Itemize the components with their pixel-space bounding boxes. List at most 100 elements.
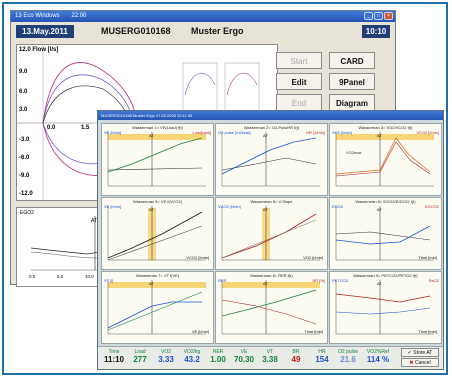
panel-left-label: VE [l/min] [104,204,122,209]
wasserman-panel-9: Wasserman 9= PETCO2/PETO2 f(t) PETCO2 PaO2… [329,271,442,344]
mini-loop-box-2 [224,62,260,114]
series-1 [107,301,202,329]
series-1 [335,293,431,303]
close-icon[interactable]: × [384,12,393,20]
wasserman-panel-1: Wasserman 1= VE(Load) f(t) VE [l/min] Load… [101,123,214,196]
flow-ytick-m12: -12.0 [19,191,33,197]
panel-right-label: BR [%] [312,278,325,283]
value-label: RER [212,349,224,355]
panel-left-label: VCO2 [l/min] [218,204,241,209]
panel-at-label: AT [377,133,382,138]
series-1 [107,211,203,259]
value-label: O2 pulse [337,349,358,355]
wasserman-panel-2: Wasserman 2= O2-Puls/HR f(t) O2 pulse [ml… [215,123,328,196]
value-number: 11:10 [103,355,125,364]
series-2 [335,307,431,315]
value-label: BR [292,349,300,355]
panel-left-label: VE [l/min] [104,130,122,135]
series-2 [335,231,431,241]
value-cell-ve: VE 70.30 [230,349,258,364]
flow-ytick-m9: -9.0 [19,173,30,179]
panel-svg [221,206,320,261]
panel-x-label: Time [min] [304,329,323,334]
panel-title: Wasserman 5= V-Slope [250,199,293,204]
minimize-icon[interactable]: _ [364,12,373,20]
panel-svg [221,132,320,187]
flow-ytick-9: 9.0 [19,69,28,75]
mini-loop-box-1 [182,62,218,114]
panel-title: Wasserman 6= EGO2/EGCO2 f(t) [355,199,416,204]
value-number: 154 [315,355,329,364]
panel-at-label: AT [377,281,382,286]
at-band [336,134,434,140]
series-1 [221,213,317,259]
value-number: 114 % [366,355,390,364]
value-cell-rer: RER 1.00 [204,349,232,364]
ego2-xtick-2: 10.0 [85,274,94,279]
ego2-small-at-label: AT [91,218,98,224]
value-cell-br: BR 49 [282,349,310,364]
main-title: 13 Eco Windows [15,13,60,19]
start-button[interactable]: Start [276,52,322,69]
value-label: VE [240,349,248,355]
value-label: VO2%Ref [366,349,390,355]
flow-xtick-1: 1.5 [81,125,90,131]
value-cell-o2-pulse: O2 pulse 21.6 [334,349,362,364]
panel-title: Wasserman 8= RER f(t) [250,273,293,278]
value-cell-load: Load 277 [126,349,154,364]
panel-at-label: AT [149,281,154,286]
store-at-button[interactable]: ✔ Store AT [401,348,439,357]
panel-left-label: RER [218,278,227,283]
maximize-icon[interactable]: □ [374,12,383,20]
flow-ytick-m3: -3.0 [19,137,30,143]
value-cell-vt: VT 3.38 [256,349,284,364]
flow-label: 12.0 Flow [l/s] [19,47,59,53]
9panel-button[interactable]: 9Panel [329,73,375,90]
series-1 [107,137,203,173]
values-bar: Time 11:10 Load 277 VO2 3.33 VO2/kg 43.2 RER 1.00… [98,346,443,369]
mini-loop-1 [184,73,216,96]
patient-header: 13.May.2011 MUSERG010168 Muster Ergo 10:… [11,23,395,41]
ego2-small-label: EGO2 [20,210,34,216]
value-number: 21.6 [340,355,356,364]
main-title-bar: 13 Eco Windows 22:00 _ □ × [11,11,395,22]
panel-at-label: AT [263,207,268,212]
value-label: VO2/kg [183,349,201,355]
panel-title: Wasserman 1= VE(Load) f(t) [132,125,183,130]
panel-left-label: PETCO2 [332,278,349,283]
series-1 [335,137,431,175]
panel-left-label: O2 pulse [ml/beat] [218,130,251,135]
panel-svg [107,132,206,187]
value-cell-vo2-ref: VO2%Ref 114 % [364,349,392,364]
edit-button[interactable]: Edit [276,73,322,90]
diagram-button[interactable]: Diagram [329,94,375,111]
series-1 [221,137,317,175]
cancel-button[interactable]: ✖ Cancel [401,358,439,367]
panel-title: Wasserman 7= VT f(VE) [135,273,180,278]
wasserman-panel-3: Wasserman 3= VO2/VCO2 f(t) VO2 [l/min] VCO… [329,123,442,196]
value-label: Time [108,349,120,355]
panel-svg [335,132,434,187]
value-cell-vo2-kg: VO2/kg 43.2 [178,349,206,364]
end-button[interactable]: End [276,94,322,111]
series-2 [107,225,203,261]
ninepanel-title-bar: MUSERG010168 Muster Ergo 17.02.2005 10:1… [98,111,443,120]
cancel-label: Cancel [415,360,431,366]
panel-at-label: AT [377,207,382,212]
panel-note: VO2max [346,150,362,155]
panel-at-label: AT [149,133,154,138]
panel-svg [107,206,206,261]
panel-svg [221,280,320,335]
panel-title: Wasserman 2= O2-Puls/HR f(t) [243,125,300,130]
panel-title: Wasserman 3= VO2/VCO2 f(t) [358,125,413,130]
store-at-label: Store AT [413,350,433,356]
panel-x-label: VCO2 [l/min] [186,255,209,260]
panel-x-label: Time [min] [418,329,437,334]
value-cell-vo2: VO2 3.33 [152,349,180,364]
panel-title: Wasserman 9= PETCO2/PETO2 f(t) [353,273,418,278]
panel-title: Wasserman 4= VE f(VCO2) [132,199,183,204]
panel-right-label: PaO2 [428,278,439,283]
card-button[interactable]: CARD [329,52,375,69]
value-label: Load [134,349,146,355]
value-number: 43.2 [184,355,200,364]
